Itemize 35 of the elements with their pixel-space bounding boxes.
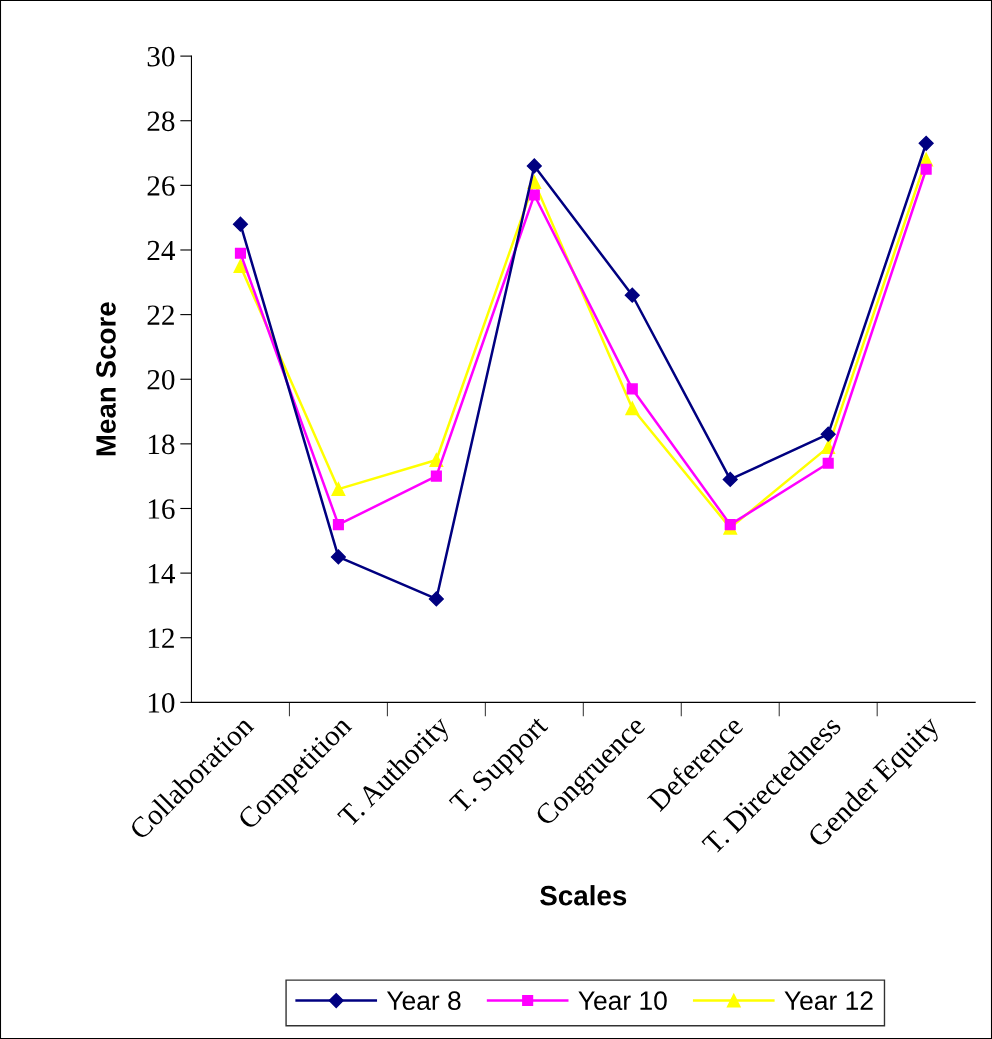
point <box>528 189 540 201</box>
y-tick-label: 28 <box>147 111 175 132</box>
point <box>822 457 834 469</box>
point <box>920 163 932 175</box>
y-tick-label: 10 <box>148 693 175 713</box>
y-axis-title: Mean Score <box>96 302 116 456</box>
y-tick-label: 30 <box>147 46 175 67</box>
point <box>234 247 246 259</box>
point <box>331 482 346 497</box>
point <box>233 259 248 274</box>
y-tick-label: 22 <box>147 305 174 325</box>
point <box>624 287 640 303</box>
point <box>918 135 934 151</box>
y-tick-label: 18 <box>148 434 175 455</box>
x-axis-title: Scales <box>540 885 627 906</box>
point <box>722 471 738 487</box>
point <box>332 519 344 531</box>
y-tick-label: 14 <box>148 563 176 584</box>
point <box>330 549 346 565</box>
point <box>625 401 640 416</box>
legend-label: Year 10 <box>578 991 667 1011</box>
y-tick-label: 20 <box>147 369 175 390</box>
point <box>626 383 638 395</box>
point <box>232 216 249 232</box>
point <box>820 426 836 442</box>
point <box>430 470 442 482</box>
y-tick-label: 12 <box>148 628 174 648</box>
point <box>428 591 444 607</box>
point <box>724 519 736 531</box>
y-tick-label: 16 <box>148 499 175 519</box>
legend-label: Year 12 <box>784 991 873 1011</box>
y-tick-label: 24 <box>147 240 176 261</box>
y-tick-label: 26 <box>147 176 175 196</box>
legend-label: Year 8 <box>386 991 461 1011</box>
point <box>526 158 542 174</box>
